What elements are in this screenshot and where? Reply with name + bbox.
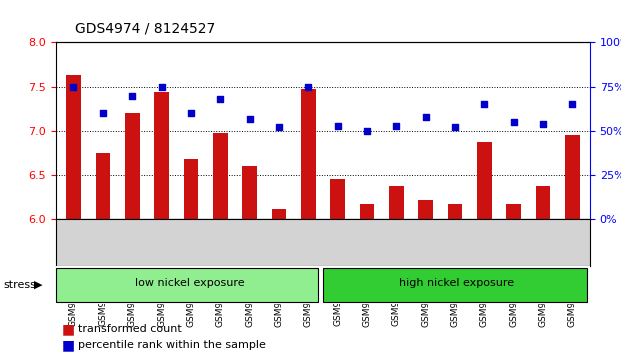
Point xyxy=(127,93,137,98)
FancyBboxPatch shape xyxy=(323,268,587,302)
Text: ■: ■ xyxy=(62,338,75,352)
Point xyxy=(420,114,430,120)
Bar xyxy=(419,200,433,219)
Bar xyxy=(477,142,492,219)
Text: high nickel exposure: high nickel exposure xyxy=(399,278,514,288)
Bar xyxy=(242,166,257,219)
Point xyxy=(333,123,343,129)
Bar xyxy=(213,133,227,219)
Bar xyxy=(448,204,462,219)
Point xyxy=(568,102,578,107)
Text: stress: stress xyxy=(3,280,36,290)
Point xyxy=(303,84,313,90)
Point xyxy=(362,128,372,134)
Text: low nickel exposure: low nickel exposure xyxy=(135,278,244,288)
Point xyxy=(391,123,401,129)
Bar xyxy=(360,204,374,219)
Point xyxy=(274,125,284,130)
Text: transformed count: transformed count xyxy=(78,324,181,334)
Bar xyxy=(330,179,345,219)
Text: GDS4974 / 8124527: GDS4974 / 8124527 xyxy=(75,21,215,35)
Point xyxy=(156,84,166,90)
Text: ■: ■ xyxy=(62,322,75,336)
Point xyxy=(509,119,519,125)
Bar xyxy=(506,204,521,219)
Bar xyxy=(66,75,81,219)
Bar xyxy=(96,153,110,219)
Point xyxy=(245,116,255,121)
Bar xyxy=(536,186,550,219)
Bar xyxy=(389,186,404,219)
Point xyxy=(215,96,225,102)
Point xyxy=(538,121,548,127)
Bar xyxy=(125,113,140,219)
Point xyxy=(98,110,108,116)
Point xyxy=(450,125,460,130)
Point xyxy=(68,84,78,90)
Bar xyxy=(301,90,315,219)
Text: percentile rank within the sample: percentile rank within the sample xyxy=(78,340,266,350)
FancyBboxPatch shape xyxy=(56,268,317,302)
Bar xyxy=(184,159,198,219)
Point xyxy=(186,110,196,116)
Point xyxy=(479,102,489,107)
Text: ▶: ▶ xyxy=(34,280,43,290)
Bar xyxy=(271,209,286,219)
Bar xyxy=(565,136,579,219)
Bar xyxy=(154,92,169,219)
